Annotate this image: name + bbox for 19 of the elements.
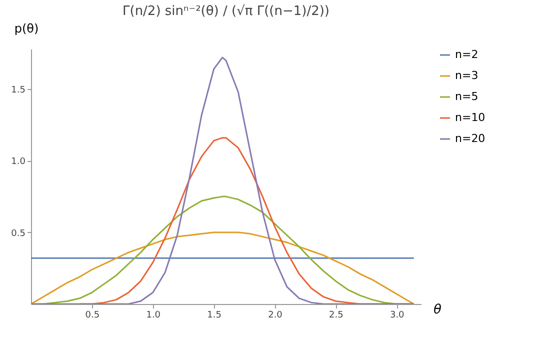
line-series	[31, 56, 415, 304]
legend-label: n=2	[455, 48, 478, 61]
x-tick-label: 0.5	[85, 310, 100, 320]
line-series	[31, 232, 415, 304]
y-tick-label: 0.5	[11, 228, 26, 239]
y-tick-label: 1.5	[11, 86, 26, 96]
chart-title: Γ(n/2) sinⁿ⁻²(θ) / (√π Γ((n−1)/2))	[122, 4, 330, 19]
y-tick-label: 1.0	[11, 157, 26, 168]
x-tick-label: 2.0	[268, 310, 283, 320]
x-tick-label: 3.0	[390, 310, 405, 320]
x-tick-label: 1.5	[207, 310, 222, 320]
y-axis-title: p(θ)	[14, 22, 39, 36]
legend-label: n=3	[455, 69, 478, 82]
x-tick-label: 2.5	[329, 310, 344, 320]
x-axis-title: θ	[434, 302, 442, 318]
legend-label: n=10	[455, 111, 486, 124]
x-tick-label: 1.0	[146, 310, 161, 320]
legend-label: n=5	[455, 90, 478, 103]
legend-label: n=20	[455, 132, 486, 145]
